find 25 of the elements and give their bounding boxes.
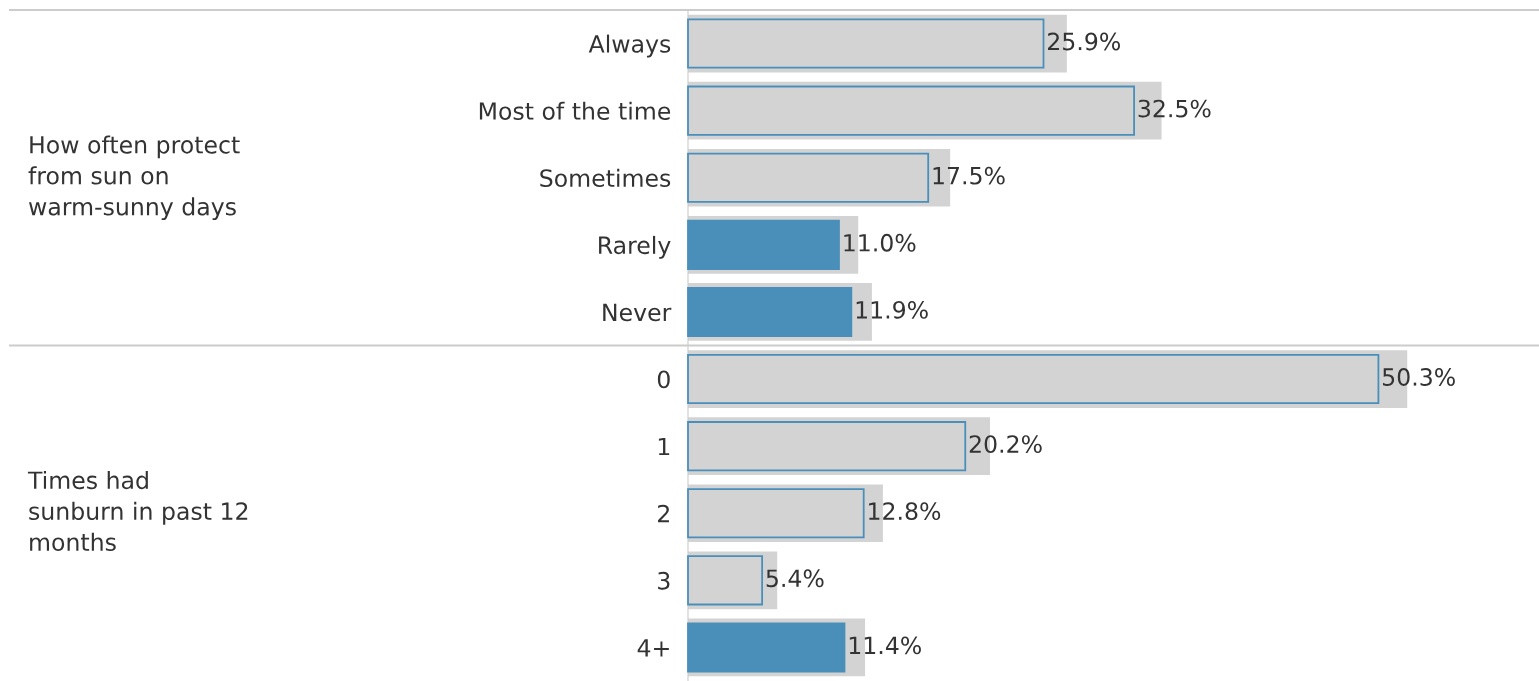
bar <box>687 219 840 270</box>
data-label: 25.9% <box>1048 32 1120 51</box>
data-label: 11.0% <box>844 233 916 252</box>
y-tick-label: 2 <box>658 504 669 523</box>
data-label: 11.4% <box>849 636 921 655</box>
y-tick-label: Always <box>588 34 671 58</box>
y-tick-label: 3 <box>658 571 670 590</box>
data-label: 32.5% <box>1138 99 1211 118</box>
y-tick-label: Never <box>603 303 672 322</box>
data-label: 20.2% <box>969 435 1042 453</box>
data-label: 17.5% <box>933 166 1005 185</box>
y-axis-title: How often protect from sun on warm-sunny days <box>28 135 240 221</box>
y-tick-label: Most of the time <box>479 101 671 120</box>
y-tick-label: 0 <box>657 370 670 389</box>
data-label: 11.9% <box>856 300 928 319</box>
y-tick-label: Rarely <box>599 235 671 259</box>
data-label: 12.8% <box>869 502 941 521</box>
data-label: 50.3% <box>1383 368 1455 386</box>
y-tick-label: Sometimes <box>540 168 671 188</box>
y-tick-label: 1 <box>658 437 670 456</box>
y-tick-label: 4+ <box>637 639 669 657</box>
bar <box>687 622 846 673</box>
data-label: 5.4% <box>766 569 824 588</box>
y-axis-title: Times had sunburn in past 12 months <box>27 470 248 552</box>
bar <box>687 286 853 338</box>
